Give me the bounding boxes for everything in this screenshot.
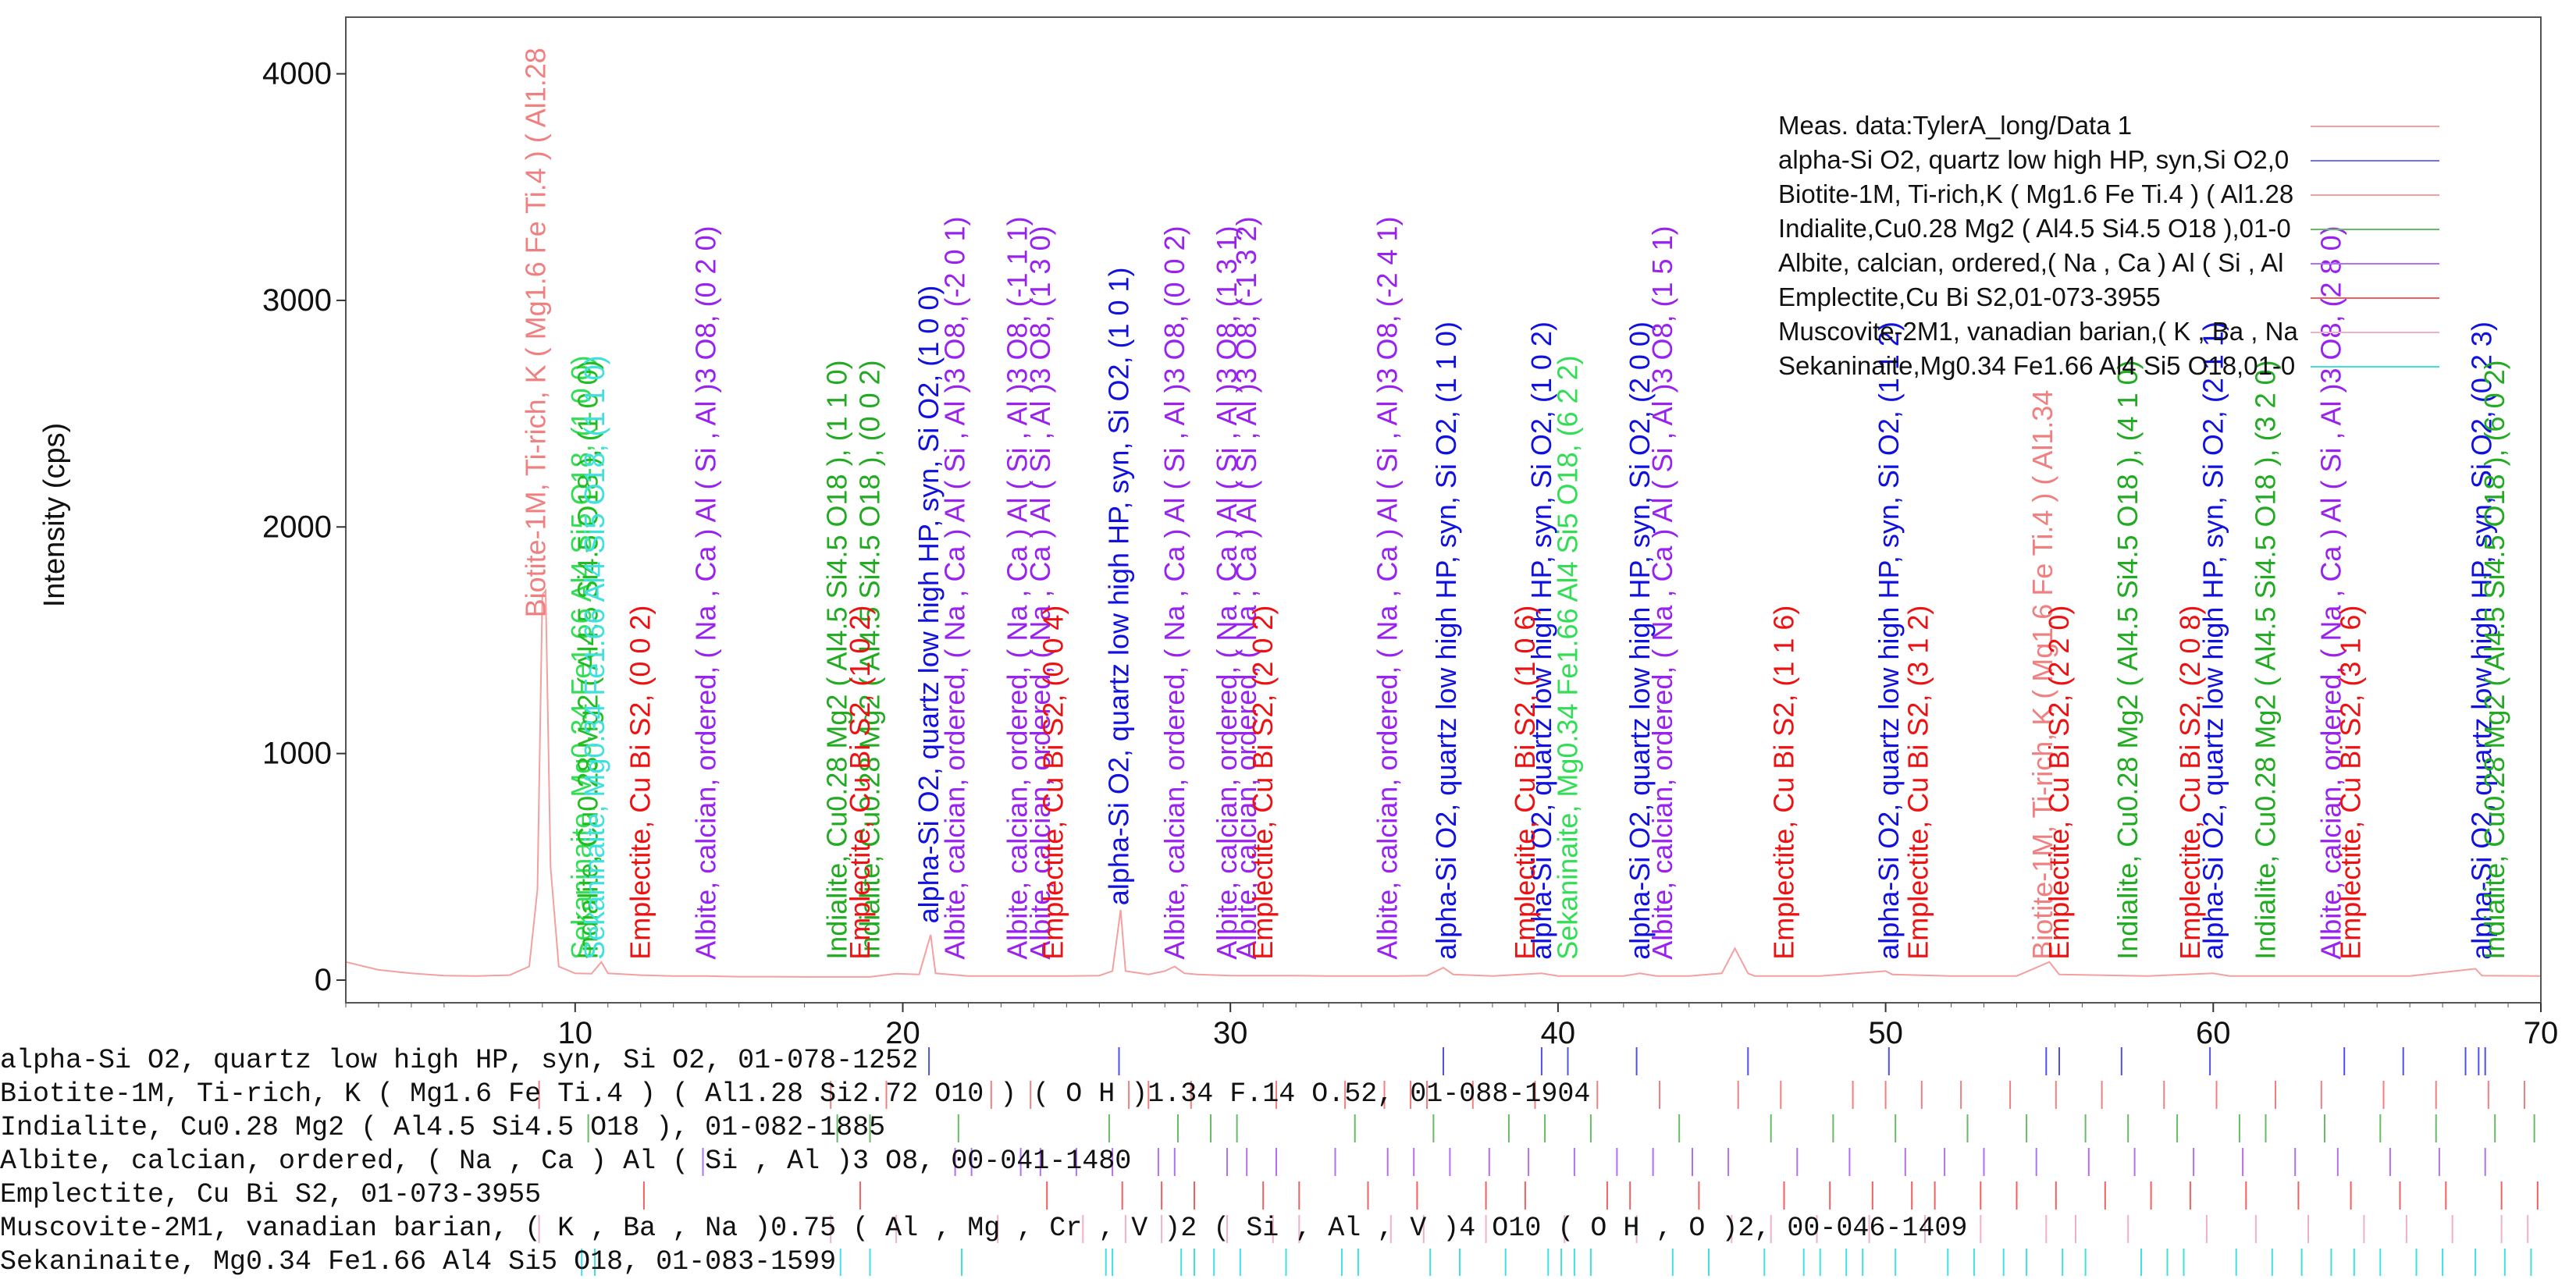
peak-label: Emplectite, Cu Bi S2, (1 1 6): [1768, 606, 1800, 960]
peak-label: alpha-Si O2, quartz low high HP, syn, Si…: [2197, 322, 2229, 960]
peak-label: Albite, calcian, ordered, ( Na , Ca ) Al…: [690, 226, 722, 959]
y-tick-label: 3000: [262, 283, 332, 318]
y-axis-label: Intensity (cps): [38, 423, 71, 608]
x-tick-label: 70: [2524, 1016, 2559, 1044]
xrd-chart: Biotite-1M, Ti-rich, K ( Mg1.6 Fe Ti.4 )…: [38, 16, 2559, 1044]
legend-entry-label: Indialite,Cu0.28 Mg2 ( Al4.5 Si4.5 O18 )…: [1778, 214, 2291, 243]
legend-entry-label: Meas. data:TylerA_long/Data 1: [1778, 111, 2132, 140]
peak-label: Emplectite, Cu Bi S2, (1 0 6): [1509, 606, 1541, 960]
peak-label: Emplectite, Cu Bi S2, (0 0 4): [1037, 606, 1069, 960]
peak-label: alpha-Si O2, quartz low high HP, syn, Si…: [2466, 322, 2498, 960]
y-tick-label: 4000: [262, 57, 332, 91]
peak-label: Indialite, Cu0.28 Mg2 ( Al4.5 Si4.5 O18 …: [2250, 360, 2282, 959]
x-tick-label: 40: [1541, 1016, 1576, 1044]
peak-label: Albite, calcian, ordered, ( Na , Ca ) Al…: [1158, 226, 1190, 959]
peak-label: Albite, calcian, ordered, ( Na , Ca ) Al…: [939, 216, 971, 959]
peak-label: alpha-Si O2, quartz low high HP, syn, Si…: [1430, 322, 1462, 960]
peak-label: Emplectite, Cu Bi S2, (3 1 6): [2335, 606, 2367, 960]
peak-label: Biotite-1M, Ti-rich, K ( Mg1.6 Fe Ti.4 )…: [519, 48, 551, 617]
peak-label: Indialite, Cu0.28 Mg2 ( Al4.5 Si4.5 O18 …: [821, 360, 853, 959]
x-tick-label: 10: [558, 1016, 593, 1044]
peak-label: Albite, calcian, ordered, ( Na , Ca ) Al…: [1211, 226, 1243, 959]
peak-label: Indialite, Cu0.28 Mg2 ( Al4.5 Si4.5 O18 …: [2478, 360, 2510, 959]
reference-pattern-name: Albite, calcian, ordered, ( Na , Ca ) Al…: [0, 1146, 1132, 1177]
peak-label: Albite, calcian, ordered, ( Na , Ca ) Al…: [1001, 216, 1033, 959]
reference-pattern-name: alpha-Si O2, quartz low high HP, syn, Si…: [0, 1045, 919, 1076]
x-tick-label: 50: [1868, 1016, 1903, 1044]
peak-labels: Biotite-1M, Ti-rich, K ( Mg1.6 Fe Ti.4 )…: [519, 48, 2510, 960]
reference-pattern-name: Sekaninaite, Mg0.34 Fe1.66 Al4 Si5 O18, …: [0, 1246, 837, 1277]
peak-label: Emplectite, Cu Bi S2, (0 0 2): [624, 606, 656, 960]
peak-label: Sekaninaite, Mg0.34 Fe1.66 Al4 Si5 O18, …: [1552, 355, 1584, 959]
peak-label: Biotite-1M, Ti-rich, K ( Mg1.6 Fe Ti.4 )…: [2026, 390, 2058, 960]
peak-label: Emplectite, Cu Bi S2, (2 2 0): [2043, 606, 2075, 960]
peak-label: Emplectite, Cu Bi S2, (3 1 2): [1902, 606, 1934, 960]
peak-label: Emplectite, Cu Bi S2, (2 0 2): [1247, 606, 1279, 960]
measured-pattern-line: [345, 588, 2542, 978]
y-tick-label: 1000: [262, 737, 332, 771]
peak-label: alpha-Si O2, quartz low high HP, syn, Si…: [1873, 322, 1905, 960]
legend-entry-label: Emplectite,Cu Bi S2,01-073-3955: [1778, 282, 2161, 311]
legend: Meas. data:TylerA_long/Data 1 alpha-Si O2…: [1778, 111, 2439, 380]
peak-label: alpha-Si O2, quartz low high HP, syn, Si…: [1525, 322, 1557, 960]
legend-entry-label: Albite, calcian, ordered,( Na , Ca ) Al …: [1778, 248, 2283, 277]
x-tick-label: 20: [885, 1016, 920, 1044]
reference-pattern-name: Biotite-1M, Ti-rich, K ( Mg1.6 Fe Ti.4 )…: [0, 1078, 1591, 1110]
peak-label: Albite, calcian, ordered, ( Na , Ca ) Al…: [1024, 226, 1056, 959]
reference-pattern-name: Indialite, Cu0.28 Mg2 ( Al4.5 Si4.5 O18 …: [0, 1112, 886, 1143]
peak-label: alpha-Si O2, quartz low high HP, syn, Si…: [913, 286, 945, 924]
peak-label: Emplectite, Cu Bi S2, (1 0 2): [844, 606, 876, 960]
x-tick-label: 30: [1213, 1016, 1248, 1044]
peak-label: Sekaninaite, Mg0.34 Fe1.66 Al4 Si5 O18, …: [578, 355, 610, 959]
peak-label: Albite, calcian, ordered, ( Na , Ca ) Al…: [1646, 226, 1678, 959]
legend-entry-label: Muscovite-2M1, vanadian barian,( K , Ba …: [1778, 317, 2298, 346]
peak-label: Emplectite, Cu Bi S2, (2 0 8): [2174, 606, 2206, 960]
peak-label: Albite, calcian, ordered, ( Na , Ca ) Al…: [2314, 226, 2347, 959]
peak-label: Indialite, Cu0.28 Mg2 ( Al4.5 Si4.5 O18 …: [572, 360, 604, 959]
peak-label: alpha-Si O2, quartz low high HP, syn, Si…: [1624, 322, 1656, 960]
legend-entry-label: Sekaninaite,Mg0.34 Fe1.66 Al4 Si5 O18,01…: [1778, 351, 2295, 380]
y-tick-label: 2000: [262, 510, 332, 544]
peak-label: Albite, calcian, ordered, ( Na , Ca ) Al…: [1230, 216, 1262, 959]
x-tick-label: 60: [2196, 1016, 2231, 1044]
plot-area: [345, 588, 2542, 978]
reference-stick-patterns: [538, 1047, 2539, 1276]
legend-entry-label: Biotite-1M, Ti-rich,K ( Mg1.6 Fe Ti.4 ) …: [1778, 179, 2293, 208]
peak-label: Albite, calcian, ordered, ( Na , Ca ) Al…: [1372, 216, 1404, 959]
peak-label: alpha-Si O2, quartz low high HP, syn, Si…: [1103, 267, 1135, 905]
axes: 0 1000 2000 3000 4000 10 20 30 40 50 60 70: [262, 16, 2559, 1044]
plot-frame: [345, 16, 2542, 1004]
peak-label: Indialite, Cu0.28 Mg2 ( Al4.5 Si4.5 O18 …: [854, 360, 886, 959]
y-tick-label: 0: [315, 963, 332, 997]
peak-label: Indialite, Cu0.28 Mg2 ( Al4.5 Si4.5 O18 …: [2112, 360, 2144, 959]
reference-pattern-name: Emplectite, Cu Bi S2, 01-073-3955: [0, 1179, 542, 1210]
reference-pattern-name: Muscovite-2M1, vanadian barian, ( K , Ba…: [0, 1213, 1968, 1244]
legend-entry-label: alpha-Si O2, quartz low high HP, syn,Si …: [1778, 145, 2289, 174]
peak-label: Sekaninaite, Mg0.34 Fe1.66 Al4 Si5 O18, …: [565, 355, 597, 959]
